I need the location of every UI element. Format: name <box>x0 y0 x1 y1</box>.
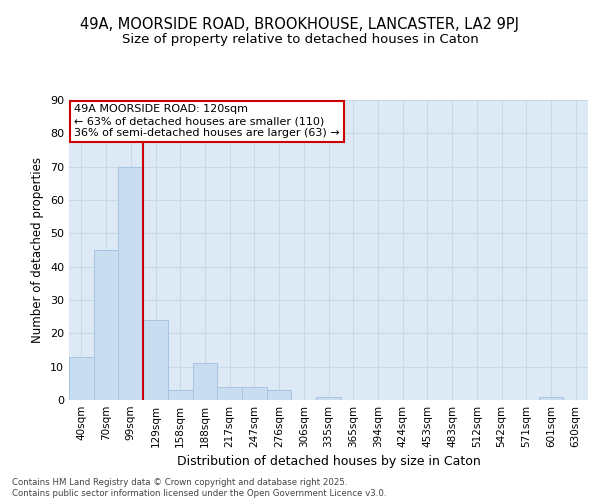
Text: 49A MOORSIDE ROAD: 120sqm
← 63% of detached houses are smaller (110)
36% of semi: 49A MOORSIDE ROAD: 120sqm ← 63% of detac… <box>74 104 340 138</box>
Bar <box>539 396 563 400</box>
Bar <box>143 320 168 400</box>
Text: 49A, MOORSIDE ROAD, BROOKHOUSE, LANCASTER, LA2 9PJ: 49A, MOORSIDE ROAD, BROOKHOUSE, LANCASTE… <box>80 18 520 32</box>
Bar <box>118 166 143 400</box>
Bar <box>193 364 217 400</box>
Text: Contains HM Land Registry data © Crown copyright and database right 2025.
Contai: Contains HM Land Registry data © Crown c… <box>12 478 386 498</box>
Bar <box>267 390 292 400</box>
Bar <box>217 386 242 400</box>
Bar <box>242 386 267 400</box>
Bar <box>168 390 193 400</box>
X-axis label: Distribution of detached houses by size in Caton: Distribution of detached houses by size … <box>176 456 481 468</box>
Bar <box>69 356 94 400</box>
Bar <box>94 250 118 400</box>
Y-axis label: Number of detached properties: Number of detached properties <box>31 157 44 343</box>
Text: Size of property relative to detached houses in Caton: Size of property relative to detached ho… <box>122 32 478 46</box>
Bar <box>316 396 341 400</box>
